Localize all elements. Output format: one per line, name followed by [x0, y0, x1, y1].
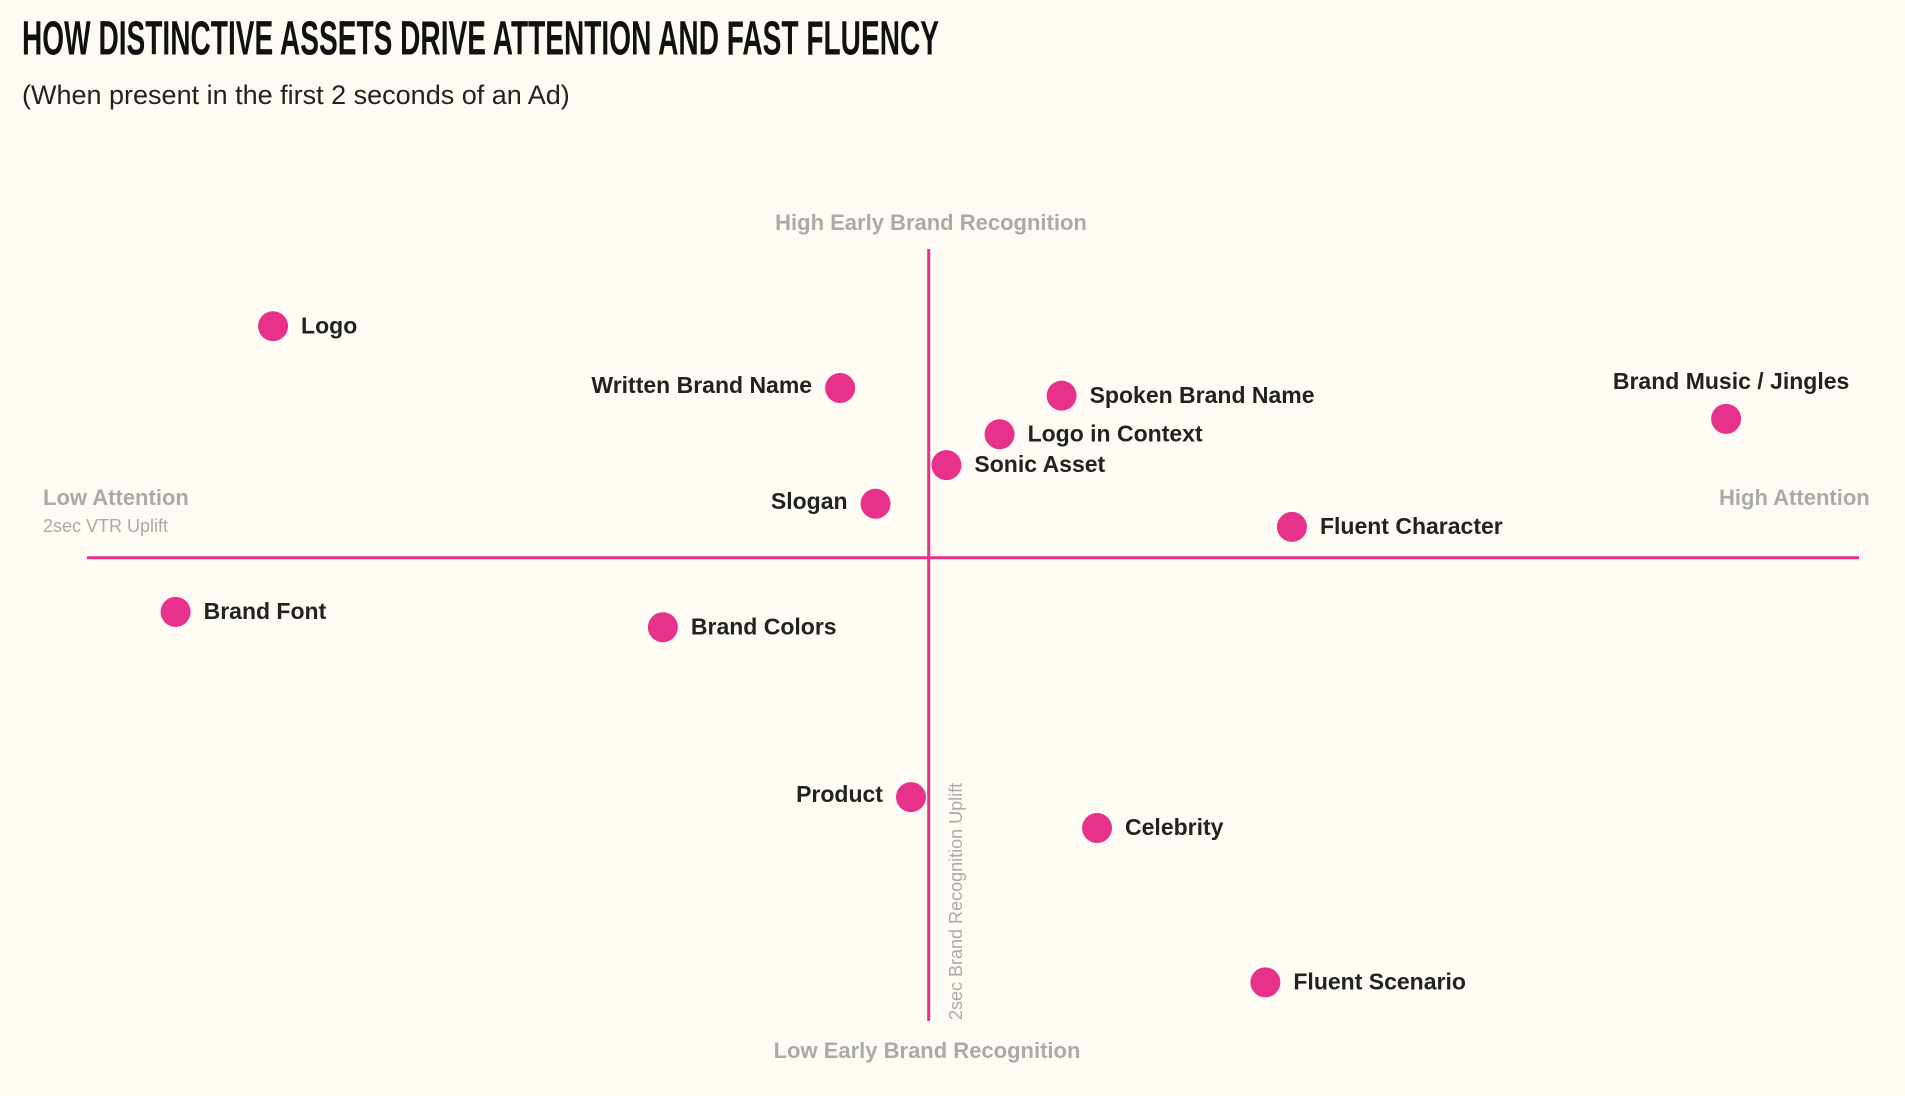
point-label: Slogan: [771, 488, 848, 514]
point: [1046, 380, 1077, 411]
x-axis-title: 2sec VTR Uplift: [43, 516, 168, 536]
point: [931, 450, 962, 481]
point: [1711, 403, 1742, 434]
point-label: Logo: [301, 312, 357, 338]
point: [860, 488, 891, 519]
point-label: Spoken Brand Name: [1090, 382, 1315, 408]
chart-title: HOW DISTINCTIVE ASSETS DRIVE ATTENTION A…: [22, 13, 939, 66]
point: [1250, 967, 1281, 998]
point-label: Brand Font: [204, 598, 327, 624]
point-label: Brand Music / Jingles: [1613, 368, 1849, 394]
x-label-high: High Attention: [1719, 485, 1870, 510]
x-label-low: Low Attention: [43, 485, 189, 510]
point-label: Brand Colors: [691, 613, 837, 639]
point: [160, 596, 191, 627]
point: [1082, 813, 1113, 843]
point-label: Fluent Scenario: [1293, 968, 1466, 994]
point-label: Written Brand Name: [591, 372, 812, 398]
point: [984, 419, 1015, 450]
point: [647, 612, 678, 643]
y-axis-title: 2sec Brand Recognition Uplift: [946, 783, 966, 1020]
point: [1276, 511, 1307, 542]
point-label: Fluent Character: [1320, 513, 1503, 539]
point: [895, 782, 926, 813]
point: [258, 311, 289, 342]
y-label-low: Low Early Brand Recognition: [774, 1038, 1081, 1063]
y-label-high: High Early Brand Recognition: [775, 210, 1087, 235]
point: [825, 372, 856, 403]
chart-subtitle: (When present in the first 2 seconds of …: [22, 80, 570, 110]
point-label: Sonic Asset: [974, 451, 1105, 477]
point-label: Logo in Context: [1028, 420, 1203, 446]
point-label: Celebrity: [1125, 814, 1224, 840]
point-label: Product: [796, 781, 883, 807]
